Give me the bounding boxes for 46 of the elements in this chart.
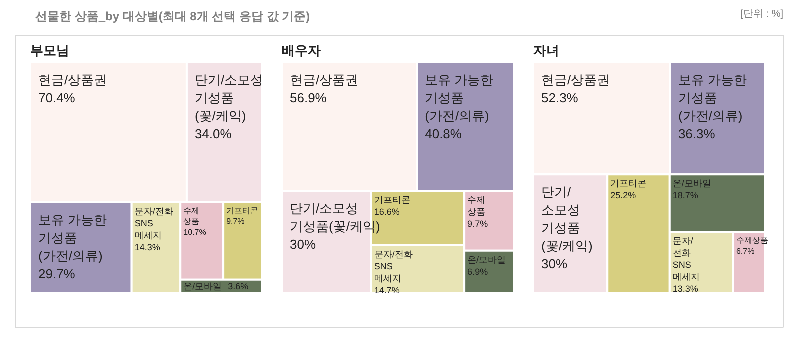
category-label: 문자/전화 SNS 메세지 [134,206,174,240]
data-label: 29.7% [38,266,76,282]
category-label: 보유 가능한 기성품 (가전/의류) [38,212,108,264]
data-label: 18.7% [672,190,698,201]
data-label: 9.7% [226,217,245,226]
data-label: 56.9% [290,90,328,106]
data-label: 16.6% [374,207,400,218]
data-label: 36.3% [678,126,716,142]
category-label: 기프티콘 [610,178,647,189]
data-label: 13.3% [672,284,698,294]
text: 부모님 [30,43,70,58]
text: 선물한 상품_by 대상별(최대 8개 선택 응답 값 기준) [36,10,310,24]
data-label: 6.9% [468,266,488,277]
category-label: 현금/상품권 [290,72,359,88]
category-label: 보유 가능한 기성품 (가전/의류) [425,72,494,124]
data-label: 14.3% [134,242,160,252]
data-label: 30% [542,256,568,272]
category-label: 현금/상품권 [542,72,610,88]
data-label: 3.6% [228,282,249,292]
text: 배우자 [282,43,321,58]
category-label: 온/모바일 [184,282,222,292]
category-label: 현금/상품권 [38,72,108,88]
category-label: 온/모바일 [672,178,712,189]
category-label: 수제 상품 [468,195,486,218]
data-label: 14.7% [374,285,400,296]
data-label: 9.7% [468,219,488,230]
category-label: 단기/소모성 기성품 (꽃/케익) [194,72,264,124]
data-label: 70.4% [38,90,76,106]
text: 자녀 [534,43,560,58]
category-label: 보유 가능한 기성품 (가전/의류) [678,72,748,124]
category-label: 단기/ 소모성 기성품 (꽃/케익) [542,184,593,254]
category-label: 기프티콘 [374,195,410,206]
data-label: 30% [290,237,316,252]
category-label: 수제상품 [736,236,768,246]
category-label: 문자/ 전화 SNS 메세지 [672,236,700,282]
data-label: 25.2% [610,190,636,201]
data-label: 34.0% [194,126,232,142]
category-label: 수제 상품 [184,206,200,226]
data-label: 40.8% [425,126,462,142]
category-label: 기프티콘 [226,206,259,216]
category-label: 온/모바일 [468,254,506,265]
text: [단위 : %] [740,9,784,20]
data-label: 52.3% [542,90,579,106]
data-label: 6.7% [736,246,755,256]
category-label: 문자/전화 SNS 메세지 [374,249,413,284]
data-label: 10.7% [184,228,206,237]
